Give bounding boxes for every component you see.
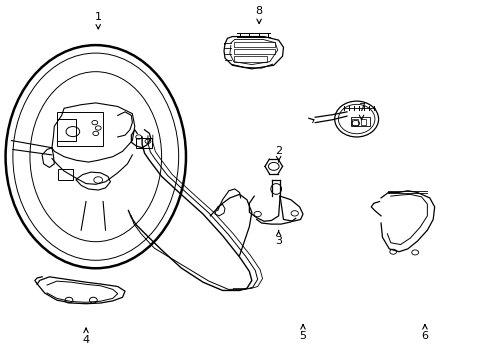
Bar [58, 169, 73, 180]
Text: 8: 8 [255, 6, 262, 23]
Bar [57, 112, 103, 146]
Text: 7: 7 [357, 103, 365, 120]
Bar [233, 49, 275, 54]
Text: 3: 3 [275, 230, 282, 246]
Text: 5: 5 [299, 325, 306, 341]
Text: 4: 4 [82, 328, 89, 345]
Bar [136, 138, 152, 148]
Bar [233, 56, 266, 62]
Bar [360, 119, 366, 126]
Text: 6: 6 [421, 325, 427, 341]
Bar [233, 41, 275, 47]
Bar [351, 119, 357, 126]
Text: 2: 2 [275, 146, 282, 162]
Bar [350, 117, 369, 126]
Text: 1: 1 [95, 12, 102, 29]
Bar [57, 119, 76, 140]
